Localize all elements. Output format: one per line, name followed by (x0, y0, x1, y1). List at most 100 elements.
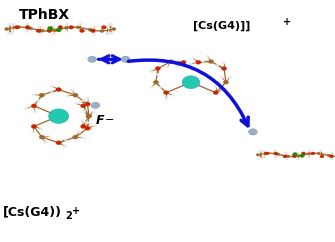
Circle shape (296, 158, 299, 160)
Circle shape (36, 29, 41, 32)
FancyArrowPatch shape (128, 60, 248, 126)
Circle shape (150, 86, 153, 88)
Circle shape (91, 102, 100, 108)
Circle shape (259, 150, 261, 152)
Circle shape (189, 63, 192, 65)
Circle shape (110, 23, 113, 26)
Text: −: − (105, 115, 114, 125)
Circle shape (329, 155, 333, 158)
Circle shape (172, 94, 175, 97)
Circle shape (77, 131, 80, 133)
Circle shape (82, 110, 86, 113)
Circle shape (12, 30, 15, 32)
Circle shape (86, 114, 91, 118)
Circle shape (222, 61, 225, 64)
Circle shape (85, 102, 90, 106)
Circle shape (25, 107, 28, 110)
Circle shape (25, 30, 28, 32)
Circle shape (260, 150, 263, 152)
Circle shape (28, 27, 32, 30)
Circle shape (302, 152, 306, 155)
Circle shape (191, 57, 194, 59)
Circle shape (274, 156, 276, 158)
Circle shape (66, 94, 69, 97)
Circle shape (79, 100, 82, 103)
Circle shape (25, 23, 28, 25)
Circle shape (285, 158, 288, 160)
Circle shape (41, 29, 45, 32)
Circle shape (256, 154, 260, 156)
Circle shape (73, 135, 78, 139)
Circle shape (7, 32, 11, 35)
Circle shape (153, 80, 158, 84)
Circle shape (79, 30, 82, 32)
Circle shape (48, 26, 53, 30)
Circle shape (40, 128, 43, 130)
Circle shape (64, 145, 67, 147)
Circle shape (292, 155, 296, 158)
Circle shape (285, 152, 288, 154)
Circle shape (166, 66, 169, 68)
Circle shape (331, 158, 333, 160)
Circle shape (32, 93, 36, 96)
Circle shape (64, 138, 67, 141)
Circle shape (39, 135, 45, 139)
Circle shape (39, 33, 42, 35)
Circle shape (112, 28, 116, 30)
Circle shape (213, 91, 218, 94)
Circle shape (100, 30, 104, 32)
Circle shape (92, 110, 95, 113)
Circle shape (206, 55, 209, 58)
Circle shape (81, 124, 86, 128)
Circle shape (311, 152, 315, 155)
Circle shape (90, 29, 95, 32)
Circle shape (300, 154, 305, 157)
Circle shape (82, 136, 85, 139)
Text: +: + (283, 17, 291, 27)
Circle shape (76, 26, 80, 29)
Circle shape (307, 153, 310, 155)
Circle shape (221, 89, 224, 91)
Circle shape (31, 104, 37, 108)
Circle shape (52, 26, 55, 28)
Circle shape (56, 88, 61, 91)
Circle shape (58, 26, 63, 29)
Text: [Cs(G4)]]: [Cs(G4)]] (193, 21, 250, 31)
Circle shape (87, 97, 90, 99)
Circle shape (86, 114, 91, 118)
Text: [Cs(G4)): [Cs(G4)) (3, 205, 62, 218)
Circle shape (158, 86, 161, 88)
Circle shape (64, 26, 68, 29)
Circle shape (266, 152, 270, 154)
Text: 2: 2 (65, 211, 72, 221)
Circle shape (31, 124, 37, 128)
Circle shape (274, 150, 276, 152)
Circle shape (164, 97, 168, 99)
Circle shape (319, 150, 322, 152)
Circle shape (265, 152, 268, 155)
Circle shape (89, 123, 92, 125)
Circle shape (93, 125, 96, 127)
Circle shape (283, 155, 287, 158)
Circle shape (110, 32, 113, 35)
Circle shape (262, 150, 265, 152)
Circle shape (9, 32, 13, 35)
Circle shape (228, 76, 231, 78)
Circle shape (320, 155, 324, 158)
Circle shape (52, 29, 56, 32)
Circle shape (196, 60, 201, 64)
Circle shape (39, 93, 45, 97)
Circle shape (80, 29, 84, 32)
Circle shape (7, 23, 11, 26)
Circle shape (182, 76, 200, 89)
Circle shape (221, 67, 226, 70)
Circle shape (223, 80, 228, 84)
Circle shape (74, 102, 78, 105)
Circle shape (168, 60, 174, 63)
Circle shape (48, 136, 52, 138)
Circle shape (37, 99, 40, 102)
Circle shape (82, 99, 86, 101)
Circle shape (14, 26, 19, 29)
Circle shape (50, 85, 54, 87)
Circle shape (106, 33, 109, 35)
